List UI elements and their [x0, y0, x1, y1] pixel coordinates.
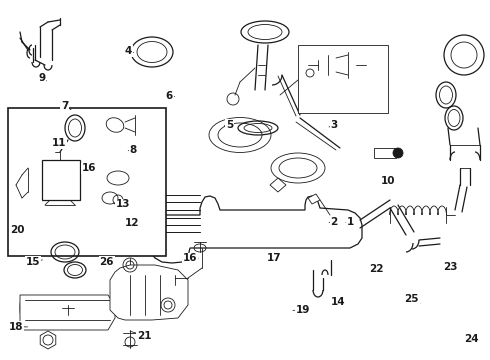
Polygon shape: [148, 196, 362, 263]
Text: 26: 26: [99, 257, 114, 267]
Bar: [374, 148, 396, 158]
Circle shape: [393, 148, 403, 158]
Polygon shape: [40, 331, 56, 349]
Text: 4: 4: [124, 46, 132, 56]
Bar: [298, 45, 388, 113]
Bar: [42, 160, 80, 200]
Text: 16: 16: [183, 253, 197, 264]
Text: 9: 9: [38, 73, 45, 84]
Text: 16: 16: [82, 163, 97, 174]
Polygon shape: [20, 295, 115, 330]
Text: 19: 19: [295, 305, 310, 315]
Text: 8: 8: [130, 145, 137, 156]
Text: 15: 15: [26, 257, 41, 267]
Polygon shape: [308, 194, 320, 204]
Text: 13: 13: [116, 199, 131, 210]
Text: 21: 21: [137, 330, 152, 341]
Text: 6: 6: [166, 91, 172, 102]
Text: 2: 2: [331, 217, 338, 228]
Text: 3: 3: [331, 120, 338, 130]
Polygon shape: [110, 265, 188, 320]
Text: 17: 17: [267, 253, 282, 264]
Text: 1: 1: [347, 217, 354, 228]
Text: 18: 18: [9, 322, 24, 332]
Text: 24: 24: [464, 334, 479, 344]
Text: 20: 20: [10, 225, 24, 235]
Text: 23: 23: [443, 262, 458, 272]
Text: 22: 22: [369, 264, 384, 274]
Text: 14: 14: [331, 297, 345, 307]
Text: 5: 5: [226, 120, 233, 130]
Polygon shape: [270, 178, 286, 192]
Text: 12: 12: [125, 218, 140, 228]
Bar: [8, 108, 166, 256]
Text: 11: 11: [51, 138, 66, 148]
Text: 25: 25: [404, 294, 419, 304]
Text: 10: 10: [381, 176, 395, 186]
Text: 7: 7: [61, 101, 69, 111]
